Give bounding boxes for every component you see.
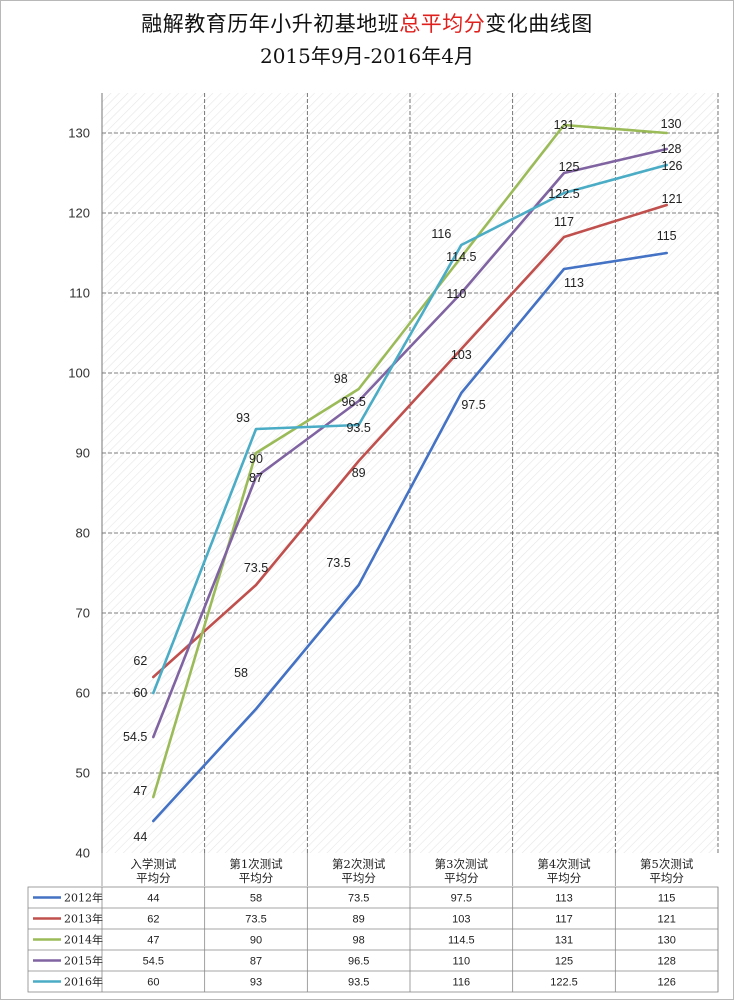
table-cell: 128 [657, 956, 675, 968]
data-label: 98 [334, 372, 348, 386]
y-tick-label: 50 [76, 766, 90, 781]
data-label: 126 [662, 159, 683, 173]
series-line-0 [152, 251, 669, 823]
table-cell: 96.5 [348, 956, 369, 968]
data-label: 89 [352, 466, 366, 480]
legend-label: 2012年 [64, 891, 103, 905]
data-label: 47 [133, 784, 147, 798]
title-part2: 变化曲线图 [485, 12, 593, 36]
data-label: 93 [236, 411, 250, 425]
data-label: 110 [446, 287, 466, 301]
data-label: 121 [662, 192, 683, 206]
legend-label: 2016年 [64, 975, 103, 989]
x-tick-label: 平均分 [444, 871, 479, 885]
y-tick-label: 110 [69, 286, 90, 301]
data-label: 96.5 [341, 395, 365, 409]
legend-label: 2013年 [64, 912, 103, 926]
table-cell: 62 [147, 914, 159, 926]
table-cell: 114.5 [448, 935, 475, 947]
table-cell: 113 [555, 893, 573, 905]
x-tick-label: 平均分 [649, 871, 684, 885]
table-cell: 54.5 [143, 956, 164, 968]
table-cell: 73.5 [348, 893, 369, 905]
data-label: 115 [657, 229, 677, 243]
table-cell: 110 [453, 956, 471, 968]
table-cell: 122.5 [550, 977, 578, 989]
data-label: 128 [661, 142, 682, 156]
x-tick-label: 平均分 [136, 871, 171, 885]
data-label: 116 [431, 227, 451, 241]
x-tick-label: 平均分 [547, 871, 582, 885]
y-tick-label: 80 [76, 526, 90, 541]
table-cell: 58 [250, 893, 262, 905]
x-tick-label: 第2次测试 [332, 857, 386, 871]
table-cell: 47 [147, 935, 159, 947]
table-cell: 103 [452, 914, 470, 926]
series-line-2 [152, 123, 669, 799]
data-label: 73.5 [326, 556, 350, 570]
data-table [27, 886, 719, 993]
table-cell: 73.5 [245, 914, 266, 926]
data-label: 113 [564, 276, 584, 290]
x-tick-label: 第5次测试 [640, 857, 694, 871]
data-label: 58 [234, 666, 248, 680]
y-tick-label: 90 [76, 446, 90, 461]
x-tick-label: 平均分 [239, 871, 274, 885]
table-cell: 93.5 [348, 977, 369, 989]
chart-subtitle: 2015年9月-2016年4月 [259, 44, 474, 68]
table-cell: 130 [657, 935, 675, 947]
table-cell: 116 [453, 977, 471, 989]
title-highlight: 总平均分 [399, 12, 486, 36]
table-cell: 126 [657, 977, 675, 989]
data-label: 90 [249, 452, 263, 466]
data-label: 125 [559, 160, 580, 174]
data-label: 103 [451, 348, 472, 362]
data-label: 97.5 [461, 398, 485, 412]
series-line-3 [152, 147, 669, 739]
table-cell: 87 [250, 956, 262, 968]
table-cell: 60 [147, 977, 159, 989]
data-label: 87 [249, 471, 263, 485]
data-label: 60 [133, 686, 147, 700]
series-line-1 [152, 203, 669, 679]
table-cell: 44 [147, 893, 159, 905]
data-label: 131 [554, 118, 575, 132]
y-tick-label: 100 [68, 366, 90, 381]
title-part1: 融解教育历年小升初基地班 [141, 12, 400, 36]
data-label: 117 [554, 215, 574, 229]
table-cell: 90 [250, 935, 262, 947]
data-label: 122.5 [548, 187, 579, 201]
y-tick-label: 130 [68, 126, 90, 141]
x-tick-label: 平均分 [341, 871, 376, 885]
table-cell: 121 [657, 914, 675, 926]
data-label: 62 [133, 654, 147, 668]
y-tick-label: 60 [76, 686, 90, 701]
chart-title: 融解教育历年小升初基地班总平均分变化曲线图 [0, 8, 734, 38]
x-tick-label: 第1次测试 [229, 857, 283, 871]
data-label: 93.5 [346, 421, 370, 435]
data-label: 54.5 [123, 730, 147, 744]
x-tick-label: 第4次测试 [537, 857, 591, 871]
table-cell: 117 [555, 914, 573, 926]
data-label: 114.5 [446, 250, 476, 264]
data-label: 130 [661, 117, 682, 131]
table-cell: 125 [555, 956, 573, 968]
table-cell: 93 [250, 977, 262, 989]
legend-label: 2015年 [64, 954, 103, 968]
data-label: 73.5 [244, 561, 268, 575]
table-cell: 115 [658, 893, 676, 905]
table-cell: 89 [353, 914, 365, 926]
y-tick-label: 40 [76, 846, 90, 861]
legend-label: 2014年 [64, 933, 103, 947]
series-line-4 [152, 163, 669, 695]
table-cell: 97.5 [451, 893, 472, 905]
y-tick-label: 120 [68, 206, 90, 221]
x-tick-label: 入学测试 [130, 857, 176, 871]
data-label: 44 [133, 830, 147, 844]
y-tick-label: 70 [76, 606, 90, 621]
table-cell: 98 [353, 935, 365, 947]
x-tick-label: 第3次测试 [435, 857, 489, 871]
table-cell: 131 [555, 935, 573, 947]
